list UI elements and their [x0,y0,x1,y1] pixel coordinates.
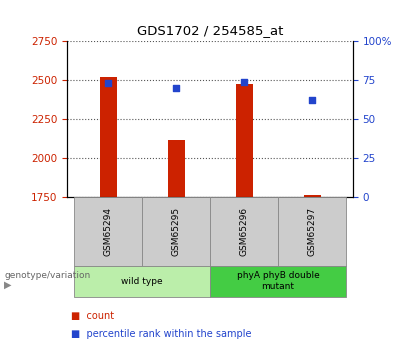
Text: ■  percentile rank within the sample: ■ percentile rank within the sample [71,329,252,339]
Text: wild type: wild type [121,277,163,286]
Point [173,85,179,91]
Text: GSM65297: GSM65297 [307,207,317,256]
Bar [74,266,210,297]
Point [241,79,247,85]
Text: phyA phyB double
mutant: phyA phyB double mutant [236,272,319,291]
Bar [278,197,346,266]
Bar [142,197,210,266]
Bar [210,197,278,266]
Point [105,80,111,86]
Text: GSM65296: GSM65296 [239,207,249,256]
Text: GSM65294: GSM65294 [103,207,113,256]
Text: ▶: ▶ [4,280,12,289]
Bar [210,266,346,297]
Bar [74,197,142,266]
Text: genotype/variation: genotype/variation [4,272,90,280]
Bar [168,140,184,197]
Text: GSM65295: GSM65295 [171,207,181,256]
Bar [100,77,116,197]
Title: GDS1702 / 254585_at: GDS1702 / 254585_at [137,24,283,38]
Text: ■  count: ■ count [71,310,115,321]
Point [309,98,315,103]
Bar [236,84,252,197]
Bar [304,195,320,197]
